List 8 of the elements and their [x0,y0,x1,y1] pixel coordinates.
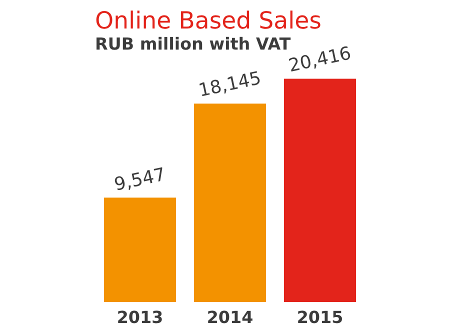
data-label: 18,145 [199,70,261,98]
chart-subtitle: RUB million with VAT [96,36,291,50]
data-label: 9,547 [114,167,166,192]
x-tick-label: 2014 [208,310,252,324]
chart-title: Online Based Sales [96,10,320,29]
x-tick-label: 2015 [298,310,342,324]
x-tick-label: 2013 [118,310,162,324]
data-label: 20,416 [288,46,352,74]
